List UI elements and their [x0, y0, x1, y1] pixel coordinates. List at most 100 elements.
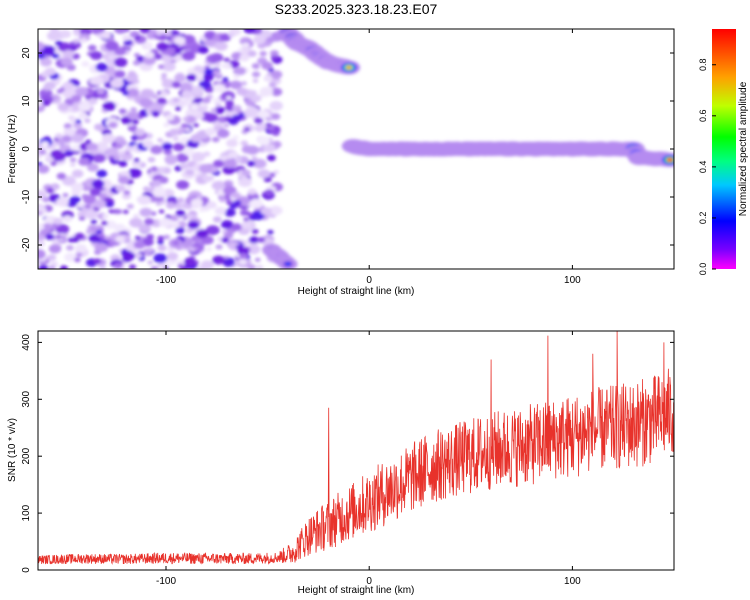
spectrogram-noise-cell: [188, 247, 196, 252]
spectrogram-cells: [38, 29, 674, 269]
spectrogram-noise-cell: [118, 108, 127, 114]
spectrogram-noise-cell: [215, 102, 222, 108]
y-tick-label: -10: [21, 189, 32, 204]
spectrogram-noise-cell: [56, 138, 65, 145]
spectrogram-noise-cell: [238, 113, 245, 118]
y-tick-label: 400: [21, 334, 32, 351]
spectrogram-noise-cell: [206, 201, 217, 209]
spectrogram-noise-cell: [134, 235, 141, 241]
spectrogram-noise-cell: [241, 169, 251, 177]
spectrogram-noise-cell: [205, 225, 220, 236]
snr-x-axis-label: Height of straight line (km): [298, 585, 415, 596]
spectrogram-noise-cell: [197, 112, 204, 117]
spectrogram-noise-cell: [176, 180, 190, 190]
spectrogram-noise-cell: [218, 196, 227, 203]
x-tick-label: 100: [564, 275, 581, 286]
spectrogram-noise-cell: [158, 176, 169, 184]
spectrogram-noise-cell: [219, 33, 231, 42]
spectrogram-noise-cell: [46, 187, 55, 194]
spectrogram-noise-cell: [221, 237, 229, 243]
spectrogram-noise-cell: [61, 175, 76, 186]
spectrogram-noise-cell: [62, 81, 74, 90]
spectrogram-noise-cell: [236, 87, 248, 96]
spectrogram-noise-cell: [177, 263, 184, 269]
spectrogram-noise-cell: [190, 104, 199, 111]
spectrogram-noise-cell: [123, 39, 133, 46]
spectrogram-noise-cell: [105, 147, 119, 157]
spectrogram-noise-cell: [62, 49, 75, 59]
spectrogram-noise-cell: [179, 82, 193, 92]
spectrogram-noise-cell: [38, 210, 43, 216]
spectrogram-noise-cell: [132, 60, 141, 66]
spectrogram-noise-cell: [108, 209, 115, 214]
spectrogram-noise-cell: [60, 235, 67, 240]
spectrogram-noise-cell: [212, 216, 222, 223]
spectrogram-noise-cell: [114, 57, 128, 68]
snr-x-ticks: -100 0 100: [156, 331, 581, 587]
spectrogram-noise-cell: [38, 41, 45, 51]
spectrogram-noise-cell: [160, 76, 167, 81]
spectrogram-noise-cell: [144, 51, 155, 59]
spectrogram-noise-cell: [88, 97, 98, 105]
spectrogram-noise-cell: [115, 235, 126, 243]
spectrogram-noise-cell: [147, 157, 156, 163]
spectrogram-noise-cell: [69, 162, 76, 167]
spectrogram-noise-cell: [214, 106, 226, 114]
spectrogram-noise-cell: [95, 62, 108, 72]
spectrogram-noise-cell: [169, 128, 180, 136]
spectrogram-noise-cell: [151, 179, 162, 187]
x-tick-label: 100: [564, 576, 581, 587]
spectrogram-noise-cell: [131, 159, 142, 168]
spectrogram-noise-cell: [38, 154, 42, 160]
spectrogram-noise-cell: [63, 127, 77, 138]
spectrogram-x-axis-label: Height of straight line (km): [298, 286, 415, 297]
spectrogram-noise-cell: [156, 42, 169, 51]
spectrogram-noise-cell: [204, 113, 218, 123]
spectrogram-noise-cell: [212, 97, 221, 104]
colorbar-tick-label: 0.0: [698, 263, 708, 276]
spectrogram-noise-cell: [149, 29, 157, 35]
spectrogram-noise-cell: [198, 80, 211, 89]
spectrogram-noise-cell: [244, 127, 251, 132]
spectrogram-noise-cell: [85, 139, 92, 144]
spectrogram-noise-cell: [204, 68, 215, 76]
spectrogram-noise-cell: [93, 153, 106, 163]
spectrogram-noise-cell: [77, 203, 84, 209]
spectrogram-noise-cell: [259, 51, 267, 57]
spectrogram-noise-cell: [226, 96, 232, 100]
spectrogram-noise-cell: [160, 90, 169, 97]
spectrogram-noise-cell: [137, 195, 152, 206]
spectrogram-noise-cell: [134, 128, 146, 137]
spectrogram-noise-cell: [179, 127, 186, 133]
spectrogram-noise-cell: [50, 149, 64, 159]
spectrogram-noise-cell: [195, 75, 204, 81]
spectrogram-noise-cell: [205, 127, 217, 136]
spectrogram-noise-cell: [216, 129, 230, 138]
spectrogram-noise-cell: [175, 106, 182, 111]
spectrogram-noise-cell: [251, 229, 259, 234]
spectrogram-noise-cell: [161, 73, 168, 78]
spectrogram-noise-cell: [198, 46, 209, 54]
spectrogram-noise-cell: [100, 31, 112, 40]
spectrogram-noise-cell: [104, 40, 119, 51]
spectrogram-noise-cell: [89, 225, 99, 232]
spectrogram-noise-cell: [269, 100, 284, 111]
spectrogram-noise-cell: [214, 206, 227, 216]
spectrogram-noise-cell: [241, 221, 252, 229]
spectrogram-noise-cell: [78, 112, 88, 119]
spectrogram-noise-cell: [164, 154, 178, 165]
spectrogram-noise-cell: [119, 140, 128, 146]
spectrogram-noise-cell: [247, 264, 256, 269]
spectrogram-noise-cell: [247, 160, 256, 167]
spectrogram-noise-cell: [39, 228, 50, 236]
colorbar-ticks: 0.0 0.2 0.4 0.6 0.8: [698, 58, 716, 275]
spectrogram-noise-cell: [203, 151, 211, 157]
spectrogram-noise-cell: [139, 207, 153, 217]
spectrogram-noise-cell: [212, 255, 225, 265]
spectrogram-noise-cell: [182, 116, 189, 122]
spectrogram-noise-cell: [54, 40, 63, 46]
colorbar-tick-label: 0.8: [698, 58, 708, 71]
spectrogram-noise-cell: [114, 29, 127, 34]
spectrogram-noise-cell: [257, 136, 271, 146]
spectrogram-noise-cell: [108, 37, 115, 42]
